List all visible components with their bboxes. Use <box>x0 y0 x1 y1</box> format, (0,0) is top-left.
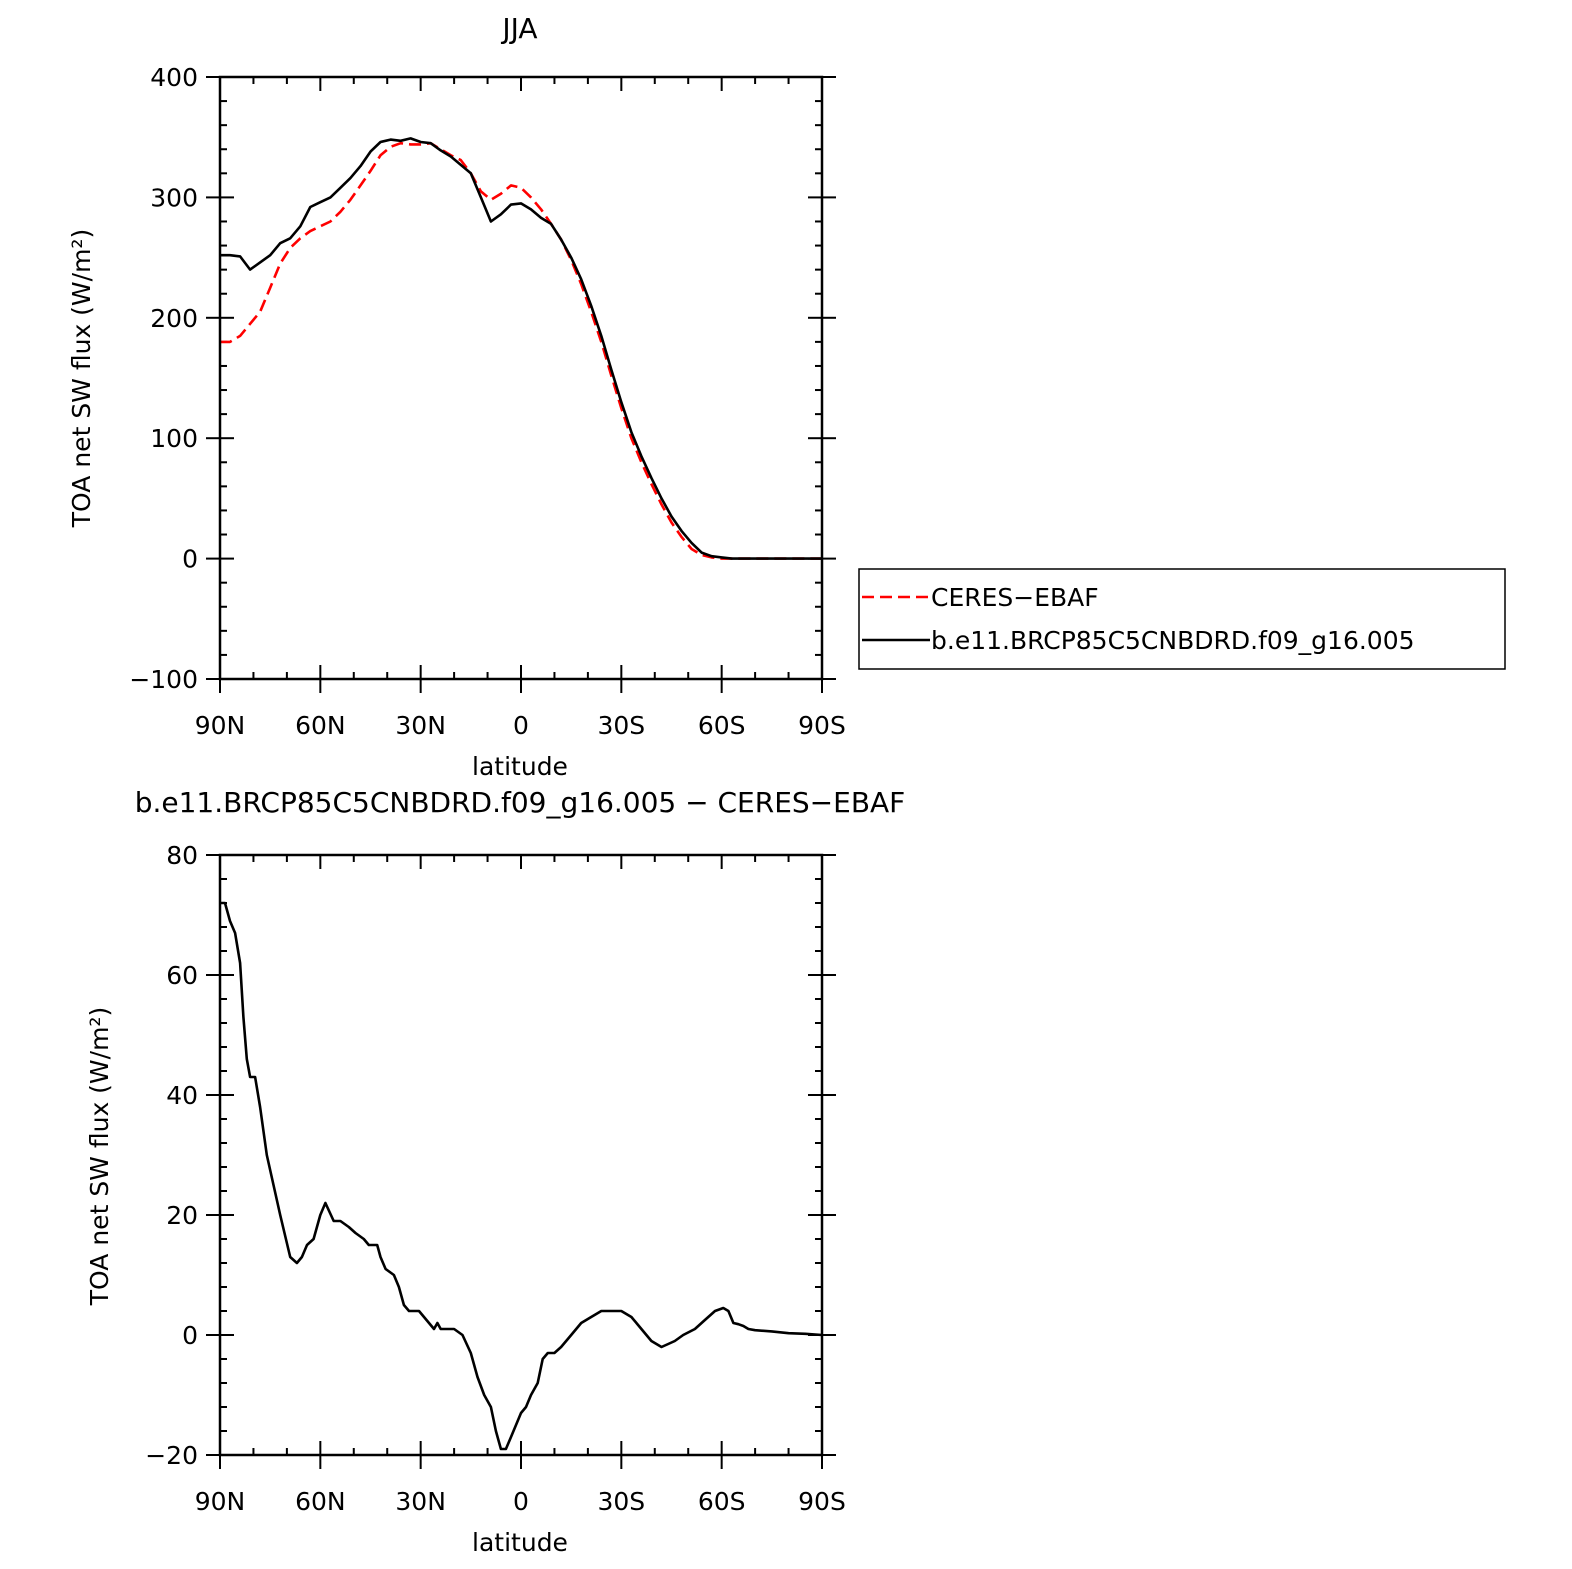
bottom-x-tick-label: 60S <box>698 1487 746 1516</box>
bottom-x-tick-label: 90S <box>798 1487 846 1516</box>
top-tick-labels: 90N 60N 30N 0 30S 60S 90S −100 0 100 200 300 400 <box>129 63 846 740</box>
top-x-tick-label: 60S <box>698 711 746 740</box>
top-series-line-1 <box>220 137 822 560</box>
top-plot-title: JJA <box>500 12 537 45</box>
bottom-y-tick-label: 80 <box>166 841 198 870</box>
top-series-group <box>220 137 822 560</box>
top-y-tick-label: 300 <box>150 183 198 212</box>
bottom-y-tick-label: 0 <box>182 1321 198 1350</box>
legend-box <box>858 568 1506 670</box>
bottom-x-tick-label: 90N <box>195 1487 246 1516</box>
bottom-y-tick-label: 20 <box>166 1201 198 1230</box>
top-x-tick-label: 90S <box>798 711 846 740</box>
top-series-line-0 <box>220 141 822 560</box>
bottom-x-axis-title: latitude <box>472 1528 568 1557</box>
bottom-panel: b.e11.BRCP85C5CNBDRD.f09_g16.005 − CERES… <box>85 786 905 1557</box>
top-y-tick-label: 400 <box>150 63 198 92</box>
top-x-tick-label: 90N <box>195 711 246 740</box>
bottom-plot-frame <box>218 853 824 1457</box>
bottom-axis-ticks <box>206 854 836 1469</box>
top-x-axis-title: latitude <box>472 752 568 781</box>
bottom-tick-labels: 90N 60N 30N 0 30S 60S 90S −20 0 20 40 60 80 <box>145 841 846 1516</box>
bottom-x-tick-label: 60N <box>295 1487 346 1516</box>
top-x-tick-label: 0 <box>513 711 529 740</box>
bottom-y-axis-title: TOA net SW flux (W/m²) <box>85 1007 114 1306</box>
bottom-plot-title: b.e11.BRCP85C5CNBDRD.f09_g16.005 − CERES… <box>135 786 906 819</box>
top-axis-ticks <box>206 76 836 693</box>
legend-label-model: b.e11.BRCP85C5CNBDRD.f09_g16.005 <box>931 626 1415 655</box>
top-y-tick-label: 200 <box>150 304 198 333</box>
top-y-tick-label: −100 <box>129 665 198 694</box>
bottom-x-tick-label: 30N <box>395 1487 446 1516</box>
top-x-tick-label: 30S <box>597 711 645 740</box>
bottom-y-tick-label: 60 <box>166 961 198 990</box>
bottom-y-tick-label: 40 <box>166 1081 198 1110</box>
bottom-x-tick-label: 30S <box>597 1487 645 1516</box>
bottom-series-line-0 <box>220 901 823 1451</box>
top-panel: JJA 90N 60N 30N 0 30S 60S 90S −100 0 100 200 300 400… <box>67 12 1506 781</box>
top-plot-frame <box>218 75 824 681</box>
legend: CERES−EBAF b.e11.BRCP85C5CNBDRD.f09_g16.… <box>858 568 1506 670</box>
top-y-tick-label: 100 <box>150 424 198 453</box>
top-x-tick-label: 60N <box>295 711 346 740</box>
top-x-tick-label: 30N <box>395 711 446 740</box>
bottom-series-group <box>220 901 823 1451</box>
bottom-x-tick-label: 0 <box>513 1487 529 1516</box>
legend-label-ceres: CERES−EBAF <box>931 583 1099 612</box>
bottom-y-tick-label: −20 <box>145 1441 198 1470</box>
top-y-tick-label: 0 <box>182 545 198 574</box>
top-y-axis-title: TOA net SW flux (W/m²) <box>67 229 96 528</box>
